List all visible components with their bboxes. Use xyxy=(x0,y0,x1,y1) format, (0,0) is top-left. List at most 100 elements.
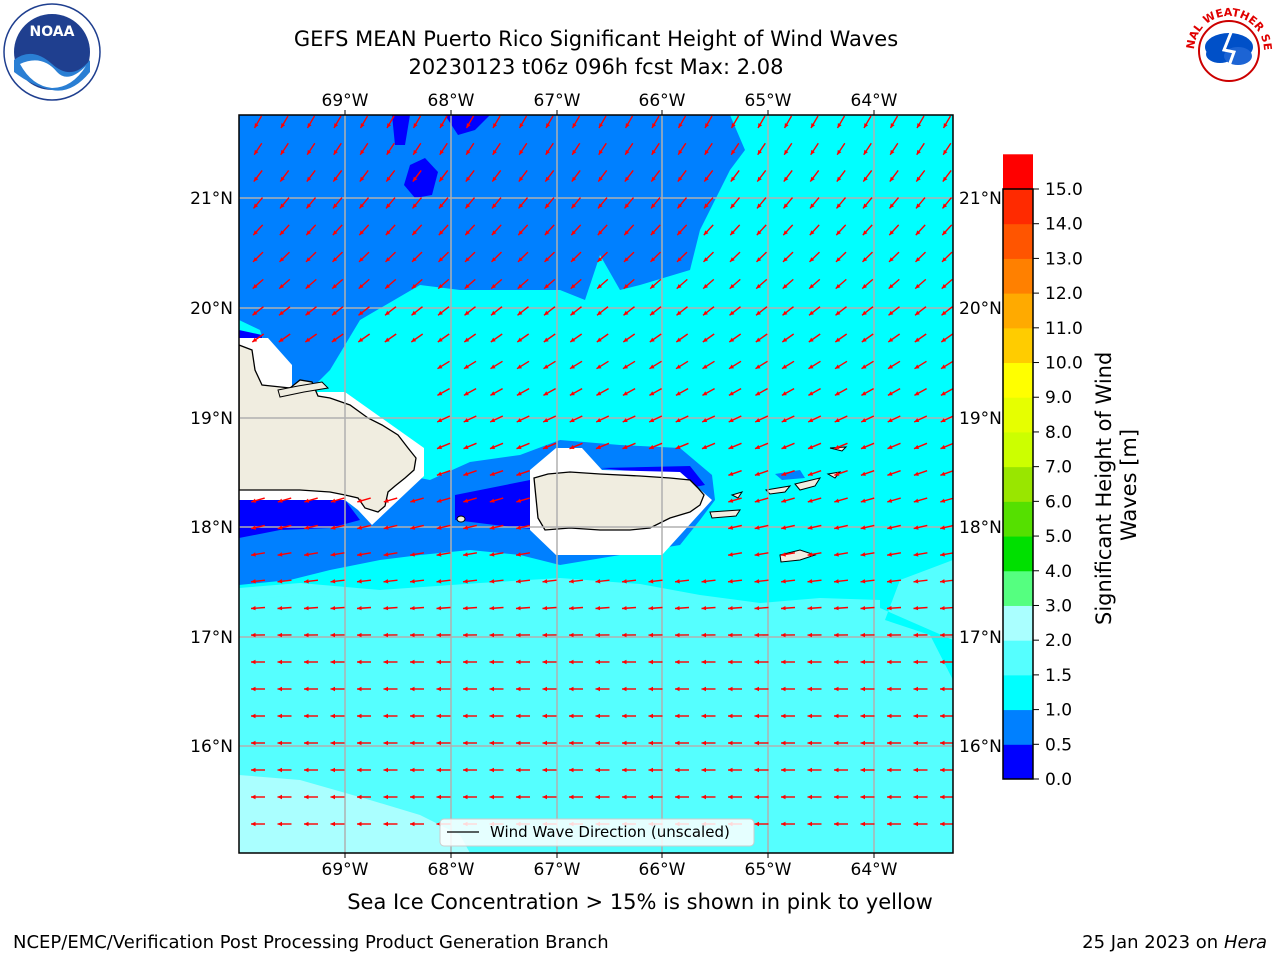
wave-direction-arrowhead xyxy=(702,444,707,449)
wave-direction-arrowhead xyxy=(729,310,735,316)
wave-direction-arrowhead xyxy=(676,310,682,316)
wave-direction-arrowhead xyxy=(439,149,444,155)
wave-direction-arrowhead xyxy=(701,794,706,800)
wave-direction-arrowhead xyxy=(595,659,600,665)
wave-direction-arrowhead xyxy=(595,579,601,584)
wave-direction-arrowhead xyxy=(463,686,468,692)
wave-direction-arrowhead xyxy=(783,257,788,262)
wave-direction-arrowhead xyxy=(940,579,945,584)
wave-direction-arrowhead xyxy=(675,391,681,396)
wave-direction-arrowhead xyxy=(887,821,892,827)
wave-direction-arrowhead xyxy=(942,230,947,236)
wave-direction-arrowhead xyxy=(834,659,839,665)
wave-direction-arrowhead xyxy=(357,740,362,746)
wave-direction-arrowhead xyxy=(811,123,816,128)
wave-direction-arrowhead xyxy=(306,176,312,182)
wave-direction-arrowhead xyxy=(383,740,388,746)
wave-direction-arrowhead xyxy=(781,767,786,773)
wave-direction-arrowhead xyxy=(597,257,603,262)
lat-label-left: 21°N xyxy=(190,189,233,209)
wave-direction-arrowhead xyxy=(304,659,309,665)
colorbar-segment xyxy=(1003,397,1033,433)
lat-labels-left: 21°N 20°N 19°N 18°N 17°N 16°N xyxy=(190,189,233,757)
lon-label-bottom: 64°W xyxy=(851,860,898,880)
wave-direction-arrowhead xyxy=(729,364,734,369)
wave-direction-arrowhead xyxy=(493,123,498,128)
wave-direction-arrowhead xyxy=(436,659,441,665)
wave-direction-arrowhead xyxy=(701,606,707,611)
wave-direction-arrowhead xyxy=(783,176,789,182)
wave-direction-arrowhead xyxy=(410,659,415,665)
wave-direction-arrowhead xyxy=(728,659,733,665)
wave-direction-arrowhead xyxy=(624,257,629,262)
colorbar-tick-label: 11.0 xyxy=(1045,319,1083,339)
st-croix-island xyxy=(779,549,817,563)
wave-direction-arrowhead xyxy=(251,606,256,611)
wave-direction-arrowhead xyxy=(463,498,469,503)
wave-direction-arrowhead xyxy=(940,525,946,530)
wave-direction-arrowhead xyxy=(385,310,390,316)
wave-direction-arrowhead xyxy=(516,713,521,719)
wave-direction-arrowhead xyxy=(387,123,392,128)
wave-direction-arrowhead xyxy=(914,337,920,342)
wave-direction-arrowhead xyxy=(545,149,550,155)
wave-direction-arrowhead xyxy=(808,391,814,396)
wave-direction-arrowhead xyxy=(728,525,734,530)
wave-direction-arrowhead xyxy=(623,364,628,369)
wave-direction-arrowhead xyxy=(834,686,839,692)
wave-direction-arrowhead xyxy=(436,579,442,584)
wave-direction-arrowhead xyxy=(782,337,788,342)
colorbar-segment xyxy=(1003,189,1033,225)
wave-direction-arrowhead xyxy=(439,176,444,182)
wave-direction-arrowhead xyxy=(728,713,733,719)
wave-direction-arrowhead xyxy=(516,444,522,449)
wave-direction-arrowhead xyxy=(887,686,892,692)
wave-direction-arrowhead xyxy=(570,284,576,289)
lat-label-left: 16°N xyxy=(190,737,233,757)
wave-direction-arrowhead xyxy=(913,552,919,557)
colorbar-title: Significant Height of Wind Waves [m] xyxy=(1092,345,1141,625)
wave-direction-arrowhead xyxy=(516,659,521,665)
wave-direction-arrowhead xyxy=(569,606,574,611)
wave-direction-arrowhead xyxy=(650,284,655,289)
wave-direction-arrowhead xyxy=(941,364,946,369)
wave-direction-arrowhead xyxy=(280,149,285,155)
wave-direction-arrowhead xyxy=(807,767,812,773)
wave-direction-arrowhead xyxy=(701,740,706,746)
wave-direction-arrowhead xyxy=(755,444,760,449)
wave-direction-arrowhead xyxy=(357,686,362,692)
wave-direction-arrowhead xyxy=(491,284,496,289)
wave-direction-arrowhead xyxy=(730,230,735,236)
wave-direction-arrowhead xyxy=(756,284,761,289)
wave-direction-arrowhead xyxy=(834,579,839,584)
wave-direction-arrowhead xyxy=(569,767,574,773)
wave-direction-arrowhead xyxy=(595,686,600,692)
wave-direction-arrowhead xyxy=(807,632,812,638)
wave-direction-arrowhead xyxy=(807,552,813,557)
wave-direction-arrowhead xyxy=(437,444,442,449)
wave-direction-arrowhead xyxy=(648,659,653,665)
wave-direction-arrowhead xyxy=(411,310,417,316)
wave-direction-arrowhead xyxy=(413,123,418,128)
wave-direction-arrowhead xyxy=(333,176,338,182)
wave-direction-arrowhead xyxy=(516,471,522,476)
wave-direction-arrowhead xyxy=(887,552,892,557)
wave-direction-arrowhead xyxy=(596,418,602,422)
footer-host: Hera xyxy=(1223,932,1267,953)
wave-direction-arrowhead xyxy=(304,525,310,530)
wave-direction-arrowhead xyxy=(569,632,574,638)
wave-direction-arrowhead xyxy=(410,498,416,503)
wave-direction-arrowhead xyxy=(625,149,630,155)
wave-direction-arrowhead xyxy=(463,767,468,773)
wave-direction-arrowhead xyxy=(916,203,921,209)
wave-direction-arrowhead xyxy=(254,149,259,155)
wave-direction-arrowhead xyxy=(622,713,627,719)
wave-direction-arrowhead xyxy=(622,767,627,773)
wave-direction-arrowhead xyxy=(678,149,683,155)
wave-direction-arrowhead xyxy=(624,203,630,209)
colorbar-segment xyxy=(1003,640,1033,676)
wave-direction-arrowhead xyxy=(649,391,655,396)
wave-direction-arrowhead xyxy=(754,740,759,746)
wave-direction-arrowhead xyxy=(569,391,575,396)
wave-direction-arrowhead xyxy=(544,310,549,316)
